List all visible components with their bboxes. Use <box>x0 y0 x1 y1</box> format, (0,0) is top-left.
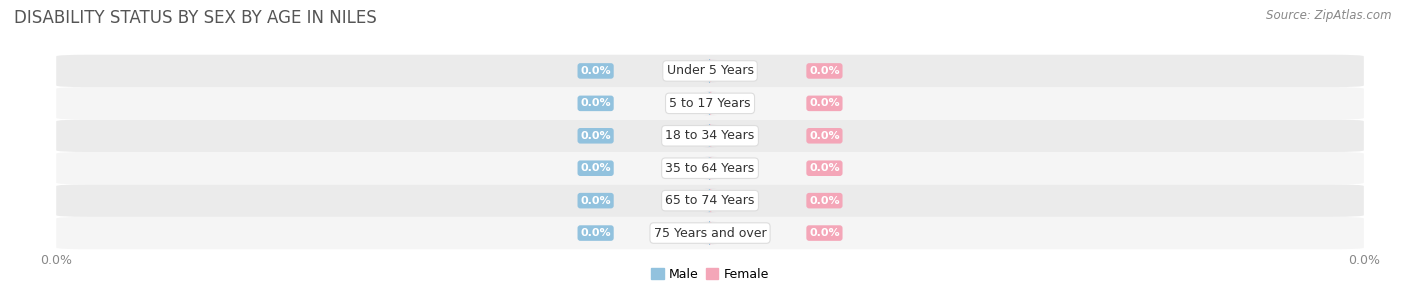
Text: 0.0%: 0.0% <box>808 196 839 206</box>
FancyBboxPatch shape <box>56 87 1364 119</box>
Text: Source: ZipAtlas.com: Source: ZipAtlas.com <box>1267 9 1392 22</box>
Text: 0.0%: 0.0% <box>808 131 839 141</box>
Text: 5 to 17 Years: 5 to 17 Years <box>669 97 751 110</box>
FancyBboxPatch shape <box>704 157 717 180</box>
Text: 0.0%: 0.0% <box>581 131 612 141</box>
Text: DISABILITY STATUS BY SEX BY AGE IN NILES: DISABILITY STATUS BY SEX BY AGE IN NILES <box>14 9 377 27</box>
Text: 0.0%: 0.0% <box>581 163 612 173</box>
Text: 35 to 64 Years: 35 to 64 Years <box>665 162 755 175</box>
Text: 65 to 74 Years: 65 to 74 Years <box>665 194 755 207</box>
Text: 0.0%: 0.0% <box>808 228 839 238</box>
FancyBboxPatch shape <box>56 55 1364 87</box>
Text: 0.0%: 0.0% <box>581 196 612 206</box>
FancyBboxPatch shape <box>704 92 717 115</box>
Text: Under 5 Years: Under 5 Years <box>666 64 754 78</box>
FancyBboxPatch shape <box>703 189 716 212</box>
Text: 0.0%: 0.0% <box>808 163 839 173</box>
FancyBboxPatch shape <box>703 124 716 147</box>
FancyBboxPatch shape <box>703 92 716 115</box>
FancyBboxPatch shape <box>56 217 1364 249</box>
Text: 0.0%: 0.0% <box>808 98 839 108</box>
Text: 75 Years and over: 75 Years and over <box>654 226 766 240</box>
FancyBboxPatch shape <box>56 119 1364 152</box>
FancyBboxPatch shape <box>703 59 716 83</box>
FancyBboxPatch shape <box>703 157 716 180</box>
Legend: Male, Female: Male, Female <box>647 263 773 286</box>
Text: 18 to 34 Years: 18 to 34 Years <box>665 129 755 142</box>
FancyBboxPatch shape <box>704 124 717 147</box>
FancyBboxPatch shape <box>704 59 717 83</box>
Text: 0.0%: 0.0% <box>581 66 612 76</box>
FancyBboxPatch shape <box>704 189 717 212</box>
FancyBboxPatch shape <box>56 152 1364 185</box>
Text: 0.0%: 0.0% <box>581 228 612 238</box>
FancyBboxPatch shape <box>703 221 716 245</box>
Text: 0.0%: 0.0% <box>808 66 839 76</box>
FancyBboxPatch shape <box>56 185 1364 217</box>
FancyBboxPatch shape <box>704 221 717 245</box>
Text: 0.0%: 0.0% <box>581 98 612 108</box>
